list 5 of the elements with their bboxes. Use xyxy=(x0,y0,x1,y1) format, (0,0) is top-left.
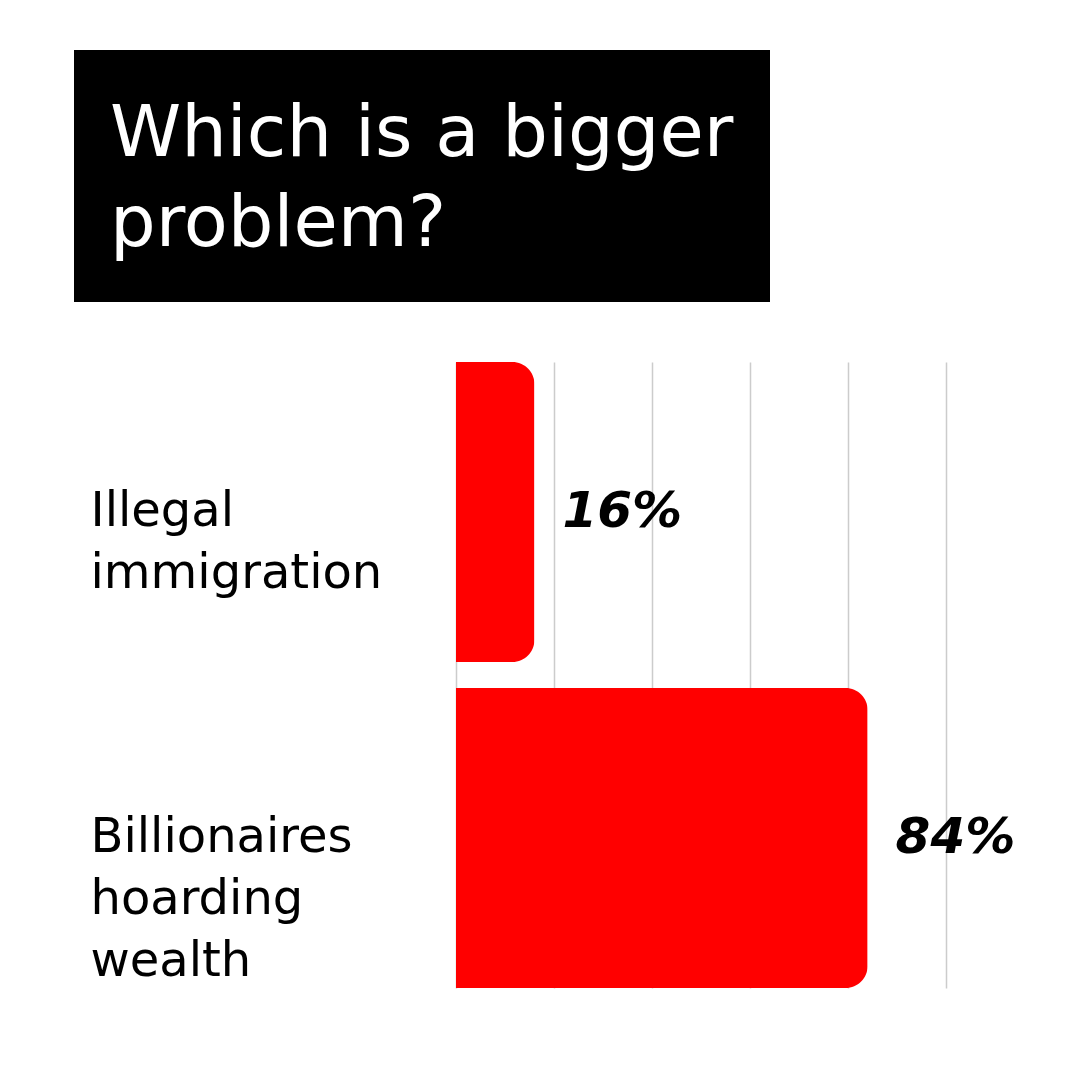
chart-title: Which is a bigger problem? xyxy=(74,50,770,302)
y-tick-label: Illegal immigration xyxy=(90,480,383,599)
y-tick-label: Billionaires hoarding wealth xyxy=(90,807,353,988)
data-label: 16% xyxy=(562,480,683,539)
data-label: 84% xyxy=(895,807,1016,866)
